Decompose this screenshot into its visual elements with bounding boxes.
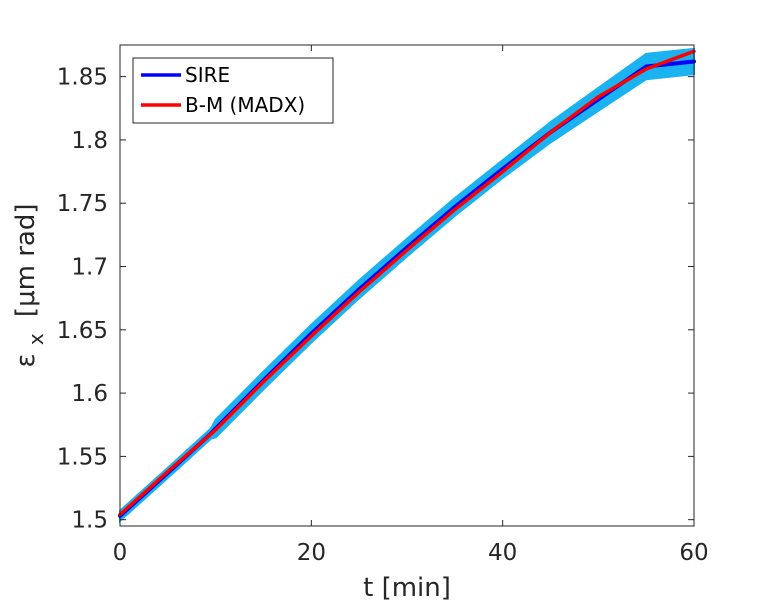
plot-area [120, 45, 694, 526]
x-axis-ticks: 0 20 40 60 [113, 45, 709, 566]
y-axis-label: ε x [μm rad] [11, 204, 50, 368]
y-tick-label: 1.75 [57, 191, 108, 217]
legend-label-bm-madx: B-M (MADX) [185, 93, 305, 117]
legend: SIRE B-M (MADX) [132, 57, 334, 124]
y-axis-label-subscript: x [24, 333, 48, 345]
x-tick-label: 40 [488, 540, 517, 566]
y-tick-label: 1.6 [71, 381, 108, 407]
legend-box [132, 57, 334, 124]
y-tick-label: 1.85 [57, 65, 108, 91]
series-line-bm-madx [118, 49, 696, 517]
y-tick-label: 1.55 [57, 444, 108, 470]
y-tick-label: 1.8 [71, 128, 108, 154]
x-axis-label: t [min] [363, 573, 451, 603]
y-tick-label: 1.65 [57, 318, 108, 344]
y-axis-label-unit: [μm rad] [11, 204, 41, 318]
y-axis-ticks: 1.5 1.55 1.6 1.65 1.7 1.75 1.8 1.85 [57, 65, 694, 534]
y-tick-label: 1.7 [71, 255, 108, 281]
y-tick-label: 1.5 [71, 508, 108, 534]
x-tick-label: 20 [297, 540, 326, 566]
y-axis-label-symbol: ε [11, 353, 41, 367]
x-tick-label: 0 [113, 540, 128, 566]
x-tick-label: 60 [679, 540, 708, 566]
series-layer [118, 49, 696, 518]
legend-label-sire: SIRE [185, 63, 230, 87]
plot-frame [119, 44, 695, 527]
